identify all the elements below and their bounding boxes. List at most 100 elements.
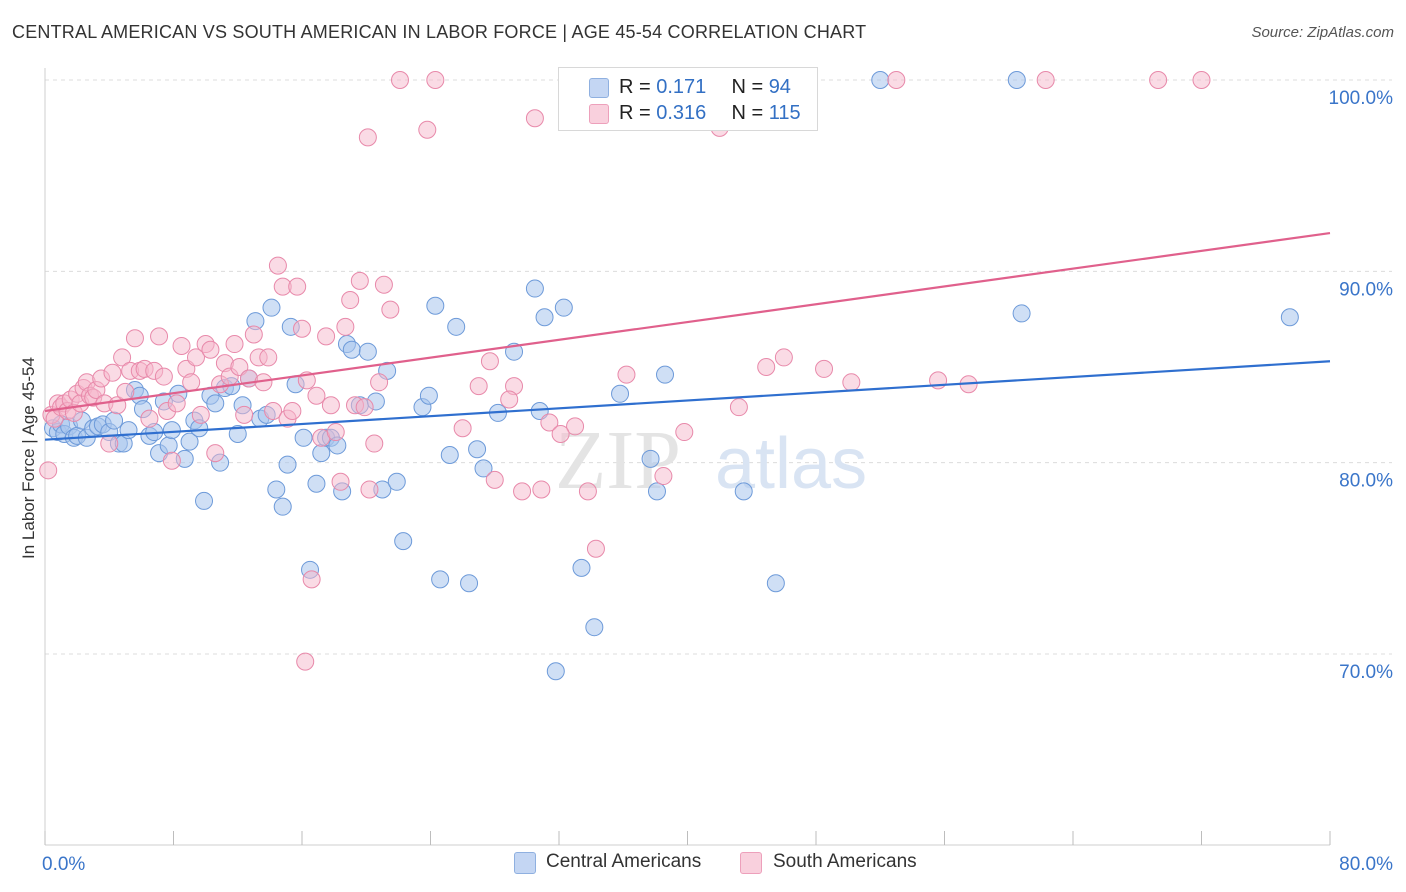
point-central-american [312, 444, 331, 463]
point-south-american [500, 390, 519, 409]
point-south-american [355, 398, 374, 417]
point-south-american [341, 291, 360, 310]
bottom-legend-central: Central Americans [546, 851, 702, 872]
point-central-american [1007, 71, 1026, 89]
point-south-american [283, 402, 302, 421]
watermark: ZIP atlas [555, 414, 867, 507]
point-south-american [336, 317, 355, 336]
point-south-american [206, 444, 225, 463]
point-south-american [485, 470, 504, 489]
point-south-american [390, 71, 409, 89]
point-south-american [586, 539, 605, 558]
point-south-american [230, 358, 249, 376]
point-central-american [228, 424, 247, 443]
point-central-american [180, 432, 199, 451]
legend-n-label: N = [731, 102, 769, 124]
point-south-american [757, 358, 776, 376]
point-central-american [611, 384, 630, 403]
point-south-american [887, 71, 906, 89]
point-south-american [532, 480, 551, 499]
point-south-american [551, 424, 570, 443]
point-south-american [365, 434, 384, 453]
legend-row-south: R = 0.316 N = 115 [619, 102, 801, 125]
legend-n-value: 94 [768, 76, 791, 98]
point-south-american [566, 417, 585, 436]
point-central-american [394, 532, 413, 551]
legend-r-label: R = [619, 76, 657, 98]
point-central-american [656, 365, 675, 384]
point-south-american [100, 434, 119, 453]
point-central-american [307, 474, 326, 493]
point-south-american [225, 335, 244, 354]
y-axis-label: In Labor Force | Age 45-54 [19, 357, 38, 559]
point-south-american [162, 451, 181, 470]
point-central-american [342, 340, 361, 359]
point-south-american [370, 373, 389, 392]
x-tick-label: 80.0% [1339, 854, 1393, 875]
point-south-american [525, 109, 544, 128]
point-central-american [554, 298, 573, 317]
point-south-american [815, 359, 834, 378]
trend-lines [44, 231, 1331, 441]
point-south-american [186, 348, 205, 367]
point-central-american [162, 421, 181, 440]
point-central-american [159, 436, 178, 455]
point-central-american [766, 574, 785, 593]
x-tick-label: 0.0% [42, 854, 85, 875]
point-south-american [617, 365, 636, 384]
point-south-american [360, 480, 379, 499]
point-central-american [294, 428, 313, 447]
point-central-american [278, 455, 297, 474]
point-south-american [1036, 71, 1055, 89]
point-south-american [264, 402, 283, 421]
axes [44, 68, 1331, 846]
point-central-american [387, 472, 406, 491]
point-south-american [150, 327, 169, 346]
correlation-legend: R = 0.171 N = 94 R = 0.316 N = 115 [558, 67, 818, 131]
point-south-american [140, 409, 159, 428]
trend-line-central [44, 360, 1331, 441]
point-south-american [350, 271, 369, 290]
point-central-american [525, 279, 544, 298]
point-south-american [326, 423, 345, 442]
point-central-american [1012, 304, 1031, 323]
point-central-american [267, 480, 286, 499]
point-south-american [418, 120, 437, 139]
point-south-american [358, 128, 377, 147]
point-south-american [1149, 71, 1168, 89]
bottom-legend-swatch-central [514, 852, 536, 874]
point-central-american [440, 446, 459, 465]
point-central-american [460, 574, 479, 593]
point-central-american [871, 71, 890, 89]
point-south-american [513, 482, 532, 501]
point-south-american [842, 373, 861, 392]
point-south-american [317, 327, 336, 346]
legend-r-label: R = [619, 102, 657, 124]
point-south-american [469, 377, 488, 396]
point-central-american [273, 497, 292, 516]
point-central-american [535, 308, 554, 327]
point-central-american [641, 449, 660, 468]
trend-line-south [44, 231, 1331, 413]
point-central-american [474, 459, 493, 478]
point-central-american [358, 342, 377, 361]
point-south-american [39, 461, 58, 480]
point-south-american [154, 367, 173, 386]
legend-r-value: 0.316 [656, 102, 707, 124]
legend-row-central: R = 0.171 N = 94 [619, 76, 791, 99]
point-south-american [302, 570, 321, 589]
point-central-american [105, 411, 124, 430]
point-central-american [734, 482, 753, 501]
point-south-american [453, 419, 472, 438]
point-south-american [201, 340, 220, 359]
legend-swatch-south [589, 104, 609, 124]
point-central-american [647, 482, 666, 501]
point-south-american [113, 348, 132, 367]
legend-swatch-central [589, 78, 609, 98]
point-south-american [125, 329, 144, 348]
point-south-american [182, 373, 201, 392]
point-central-american [447, 317, 466, 336]
legend-r-value: 0.171 [656, 76, 707, 98]
point-south-american [480, 352, 499, 371]
y-tick-label: 80.0% [1339, 471, 1393, 492]
